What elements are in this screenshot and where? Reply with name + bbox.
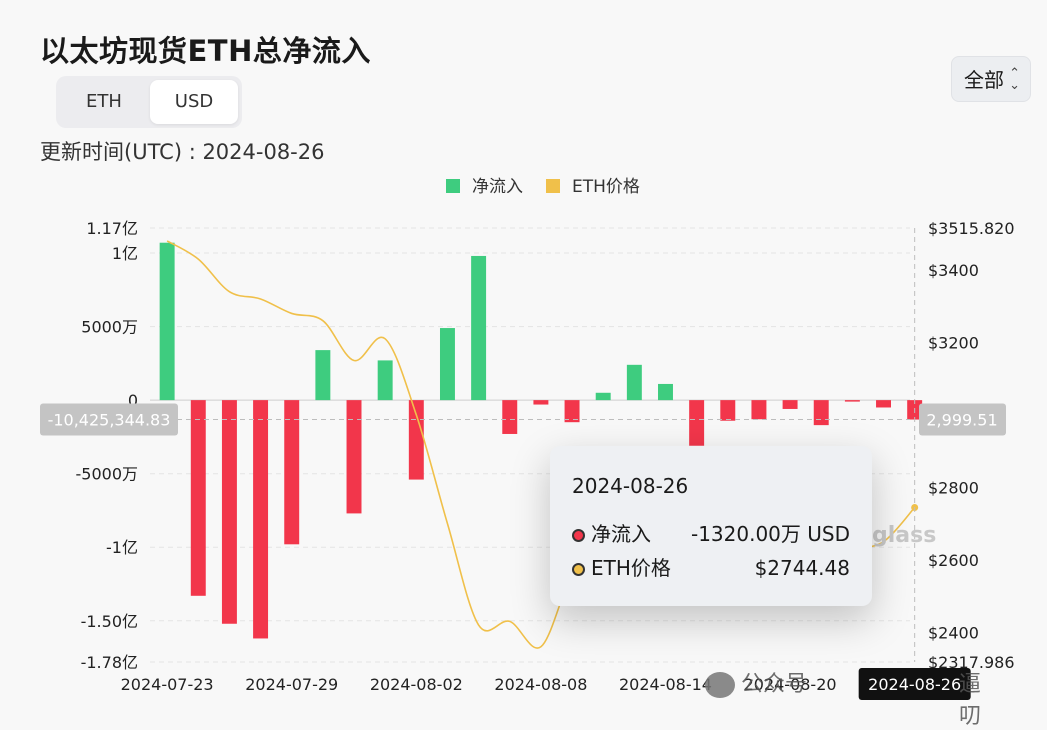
x-tick-label: 2024-07-29 [245,675,338,694]
unit-toggle: ETH USD [56,76,242,128]
x-tick-label: 2024-08-14 [619,675,712,694]
range-select-label: 全部 [964,68,1004,92]
netflow-bar [221,400,237,624]
legend-label-1: ETH价格 [572,177,640,197]
x-tick-label: 2024-08-02 [370,675,463,694]
netflow-bar [533,400,549,405]
y-right-tick-label: $3400 [928,261,979,280]
page-title: 以太坊现货ETH总净流入 [40,34,371,68]
y-left-tick-label: 1.17亿 [86,219,138,238]
y-right-tick-label: $2317.986 [928,653,1015,672]
y-left-tick-label: -1亿 [106,538,138,557]
tooltip-date: 2024-08-26 [572,474,689,498]
netflow-bar [751,400,767,420]
crosshair-right-badge [919,403,1006,436]
netflow-bar [876,400,891,408]
y-left-tick-label: -1.78亿 [81,653,138,672]
netflow-bar [502,400,518,434]
crosshair-left-badge [40,403,178,436]
legend-swatch-1 [546,179,560,193]
netflow-bar [377,360,393,401]
netflow-bar [813,400,829,426]
tooltip-price-value: $2744.48 [754,556,850,580]
wechat-icon [705,672,735,698]
watermark-account: 公众号 [741,672,808,697]
netflow-bar [315,350,331,401]
tooltip-row-price: ETH价格 $2744.48 [572,554,850,582]
crosshair-right-value: 2,999.51 [926,411,997,430]
netflow-bar [253,400,269,639]
tooltip-netflow-label: 净流入 [591,522,651,546]
netflow-bar [439,328,455,401]
y-right-tick-label: $3515.820 [928,219,1015,238]
y-left-tick-label: 5000万 [81,318,138,337]
update-time: 更新时间(UTC) : 2024-08-26 [40,140,325,164]
tooltip-netflow-value: -1320.00万 USD [690,522,850,546]
netflow-bar [658,383,673,401]
tooltip: 2024-08-26 净流入 -1320.00万 USD ETH价格 $2744… [550,446,872,606]
watermark: 公众号 逼叨 [705,666,981,729]
netflow-bar [595,392,611,401]
y-left-tick-label: -1.50亿 [81,612,138,631]
y-left-tick-label: 0 [128,391,138,410]
price-dot-icon [572,563,585,576]
netflow-bar [689,400,705,446]
crosshair-x-badge [858,668,971,700]
legend-swatch-0 [446,179,460,193]
netflow-bar [190,400,206,596]
crosshair-left-value: -10,425,344.83 [48,411,171,430]
x-tick-label: 2024-08-20 [744,675,837,694]
toggle-eth[interactable]: ETH [86,91,122,112]
netflow-bar [346,400,362,514]
netflow-bar [564,400,580,423]
netflow-bar [626,364,642,401]
toggle-usd[interactable]: USD [150,80,238,124]
netflow-dot-icon [572,529,585,542]
x-tick-label: 2024-08-08 [494,675,587,694]
netflow-bar [720,400,736,421]
legend-label-0: 净流入 [472,177,523,197]
tooltip-row-netflow: 净流入 -1320.00万 USD [572,520,850,548]
crosshair-x-value: 2024-08-26 [868,675,961,694]
x-tick-label: 2024-07-23 [121,675,214,694]
netflow-bar [471,255,487,401]
y-right-tick-label: $2800 [928,478,979,497]
netflow-bar [284,400,300,545]
y-left-tick-label: 1亿 [112,244,138,263]
netflow-bar [159,242,175,401]
netflow-bar [844,400,860,402]
range-select[interactable]: 全部 ⌃ ⌄ [951,56,1031,102]
chart-watermark: glass [872,523,936,548]
y-right-tick-label: $3200 [928,333,979,352]
netflow-bar [782,400,798,409]
watermark-author: 逼叨 [959,672,982,729]
y-left-tick-label: -5000万 [76,465,139,484]
tooltip-price-label: ETH价格 [591,556,671,580]
netflow-bar [408,400,424,480]
y-right-tick-label: $2400 [928,623,979,642]
y-right-tick-label: $2600 [928,551,979,570]
